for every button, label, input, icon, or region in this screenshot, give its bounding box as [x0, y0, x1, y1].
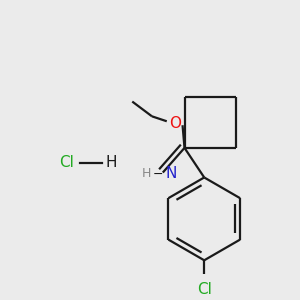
Text: Cl: Cl — [59, 155, 74, 170]
Text: H: H — [142, 167, 151, 180]
Text: N: N — [166, 166, 177, 181]
Text: O: O — [169, 116, 181, 131]
Text: H: H — [106, 155, 117, 170]
Text: −: − — [153, 168, 163, 181]
Text: Cl: Cl — [197, 282, 212, 297]
